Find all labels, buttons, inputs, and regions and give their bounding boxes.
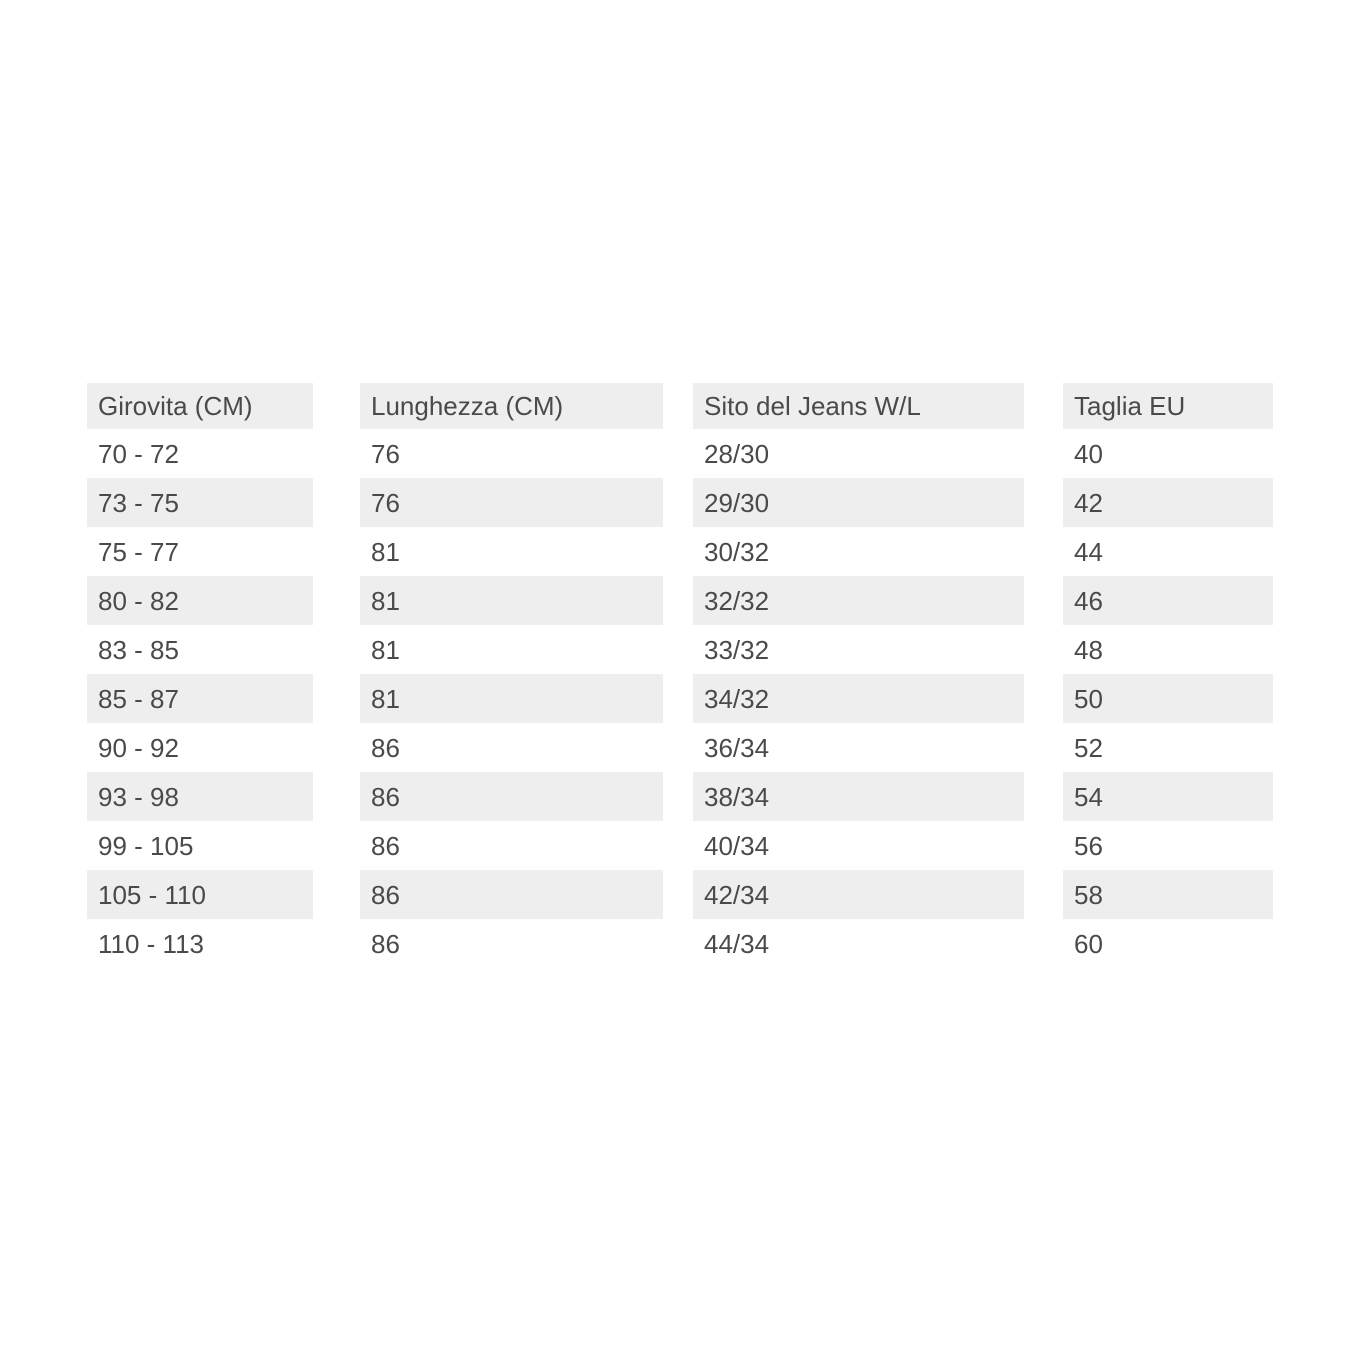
table-cell-sito-jeans: 36/34 [704,732,770,763]
column-header-sito-jeans: Sito del Jeans W/L [693,383,1024,429]
table-row: 110 - 113 86 44/34 60 [87,919,1273,968]
table-row: 105 - 110 86 42/34 58 [87,870,1273,919]
table-cell-taglia-eu: 52 [1074,732,1103,763]
table-row: 85 - 87 81 34/32 50 [87,674,1273,723]
table-body: 70 - 72 76 28/30 40 73 - 75 76 29/30 42 … [87,429,1273,968]
table-cell-sito-jeans: 32/32 [693,576,1024,625]
table-cell-lunghezza: 86 [371,928,400,959]
table-cell-sito-jeans: 42/34 [693,870,1024,919]
table-cell-sito-jeans: 34/32 [693,674,1024,723]
table-cell-girovita: 110 - 113 [98,928,205,959]
size-chart-table: Girovita (CM) Lunghezza (CM) Sito del Je… [87,383,1273,968]
table-header-row: Girovita (CM) Lunghezza (CM) Sito del Je… [87,383,1273,429]
table-cell-lunghezza: 81 [371,634,400,665]
table-cell-taglia-eu: 60 [1074,928,1103,959]
table-cell-girovita: 70 - 72 [98,438,179,469]
table-cell-girovita: 93 - 98 [87,772,313,821]
table-cell-taglia-eu: 42 [1063,478,1273,527]
table-cell-taglia-eu: 58 [1063,870,1273,919]
table-cell-sito-jeans: 40/34 [704,830,770,861]
table-cell-taglia-eu: 44 [1074,536,1103,567]
table-cell-sito-jeans: 33/32 [704,634,770,665]
table-cell-taglia-eu: 50 [1063,674,1273,723]
table-row: 83 - 85 81 33/32 48 [87,625,1273,674]
table-row: 70 - 72 76 28/30 40 [87,429,1273,478]
table-row: 99 - 105 86 40/34 56 [87,821,1273,870]
table-cell-sito-jeans: 30/32 [704,536,770,567]
table-cell-girovita: 90 - 92 [98,732,179,763]
table-row: 80 - 82 81 32/32 46 [87,576,1273,625]
table-cell-lunghezza: 86 [371,830,400,861]
table-cell-girovita: 99 - 105 [98,830,194,861]
table-cell-girovita: 105 - 110 [87,870,313,919]
table-row: 90 - 92 86 36/34 52 [87,723,1273,772]
table-row: 75 - 77 81 30/32 44 [87,527,1273,576]
table-cell-sito-jeans: 29/30 [693,478,1024,527]
table-cell-lunghezza: 81 [360,674,663,723]
table-row: 73 - 75 76 29/30 42 [87,478,1273,527]
table-cell-sito-jeans: 28/30 [704,438,770,469]
table-cell-taglia-eu: 46 [1063,576,1273,625]
table-cell-lunghezza: 81 [371,536,400,567]
column-header-lunghezza: Lunghezza (CM) [360,383,663,429]
table-cell-lunghezza: 86 [360,772,663,821]
table-cell-girovita: 73 - 75 [87,478,313,527]
table-cell-girovita: 80 - 82 [87,576,313,625]
table-cell-lunghezza: 76 [371,438,400,469]
column-header-girovita: Girovita (CM) [87,383,313,429]
table-row: 93 - 98 86 38/34 54 [87,772,1273,821]
table-cell-girovita: 85 - 87 [87,674,313,723]
column-header-taglia-eu: Taglia EU [1063,383,1273,429]
table-cell-girovita: 83 - 85 [98,634,179,665]
table-cell-taglia-eu: 40 [1074,438,1103,469]
table-cell-sito-jeans: 38/34 [693,772,1024,821]
table-cell-sito-jeans: 44/34 [704,928,770,959]
table-cell-taglia-eu: 56 [1074,830,1103,861]
table-cell-taglia-eu: 54 [1063,772,1273,821]
table-cell-lunghezza: 86 [360,870,663,919]
table-cell-lunghezza: 81 [360,576,663,625]
table-cell-lunghezza: 76 [360,478,663,527]
table-cell-taglia-eu: 48 [1074,634,1103,665]
table-cell-girovita: 75 - 77 [98,536,179,567]
table-cell-lunghezza: 86 [371,732,400,763]
